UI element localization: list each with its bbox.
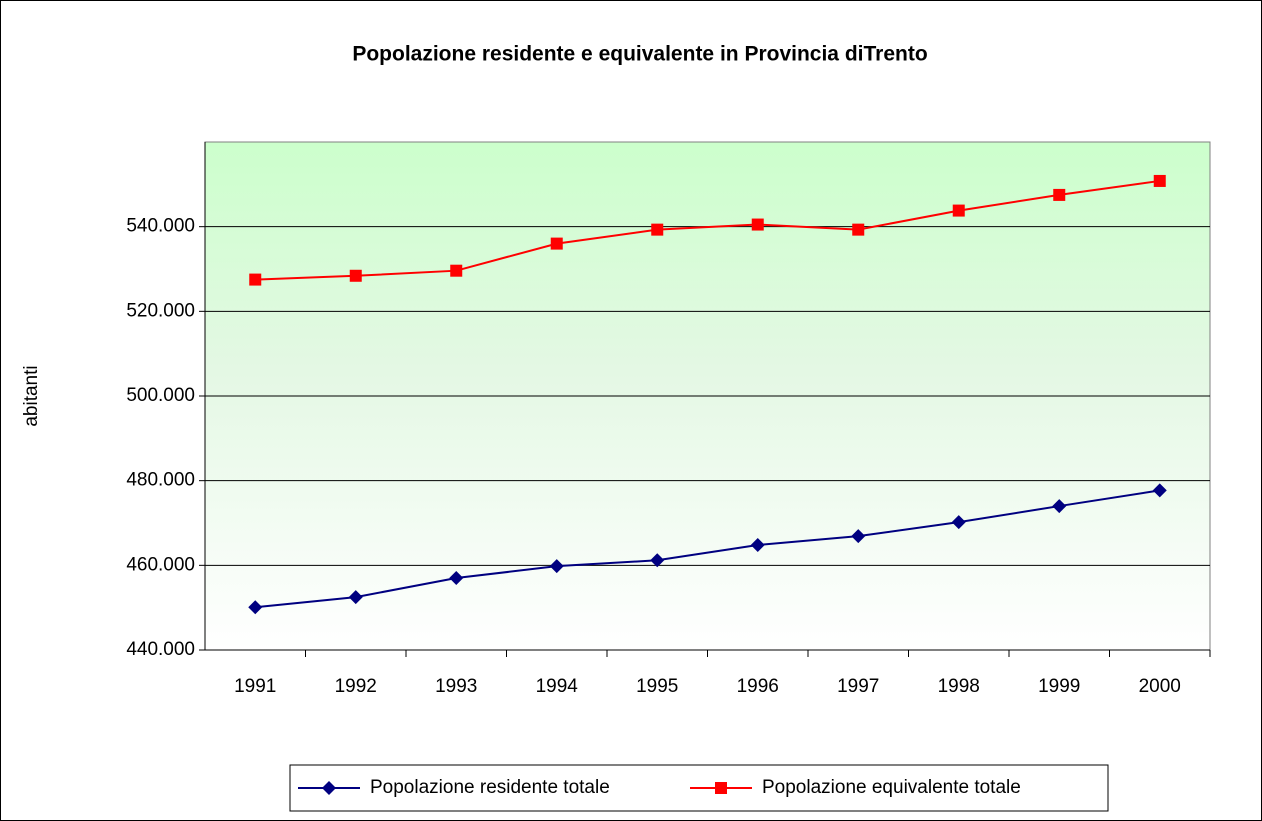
- x-tick-label: 1991: [234, 676, 276, 697]
- marker: [449, 571, 464, 586]
- y-tick-label: 540.000: [126, 216, 195, 237]
- marker: [750, 538, 765, 553]
- x-tick-label: 1996: [737, 676, 779, 697]
- y-tick-label: 480.000: [126, 470, 195, 491]
- marker: [650, 553, 665, 568]
- x-tick-label: 1998: [938, 676, 980, 697]
- legend-label: Popolazione equivalente totale: [762, 777, 1021, 798]
- marker: [1153, 174, 1166, 187]
- y-tick-label: 500.000: [126, 385, 195, 406]
- y-tick-label: 440.000: [126, 639, 195, 660]
- marker: [951, 515, 966, 530]
- marker: [349, 269, 362, 282]
- marker: [852, 223, 865, 236]
- marker: [1052, 499, 1067, 514]
- marker: [249, 273, 262, 286]
- series-line: [255, 179, 1160, 281]
- x-tick-label: 1992: [335, 676, 377, 697]
- marker: [549, 559, 564, 574]
- y-axis-label: abitanti: [21, 365, 42, 426]
- y-tick-label: 460.000: [126, 554, 195, 575]
- legend-label: Popolazione residente totale: [370, 777, 610, 798]
- marker: [851, 529, 866, 544]
- x-tick-label: 2000: [1139, 676, 1181, 697]
- marker: [550, 237, 563, 250]
- marker: [1053, 188, 1066, 201]
- x-tick-label: 1997: [837, 676, 879, 697]
- marker: [1152, 483, 1167, 498]
- x-tick-label: 1999: [1038, 676, 1080, 697]
- marker: [348, 590, 363, 605]
- marker: [248, 600, 263, 615]
- marker: [715, 782, 727, 794]
- series-line: [255, 489, 1160, 609]
- marker: [322, 781, 336, 795]
- x-tick-label: 1995: [636, 676, 678, 697]
- marker: [952, 204, 965, 217]
- x-tick-label: 1994: [536, 676, 579, 697]
- y-tick-label: 520.000: [126, 300, 195, 321]
- chart-title: Popolazione residente e equivalente in P…: [352, 43, 927, 66]
- marker: [651, 223, 664, 236]
- marker: [450, 264, 463, 277]
- marker: [751, 218, 764, 231]
- x-tick-label: 1993: [435, 676, 477, 697]
